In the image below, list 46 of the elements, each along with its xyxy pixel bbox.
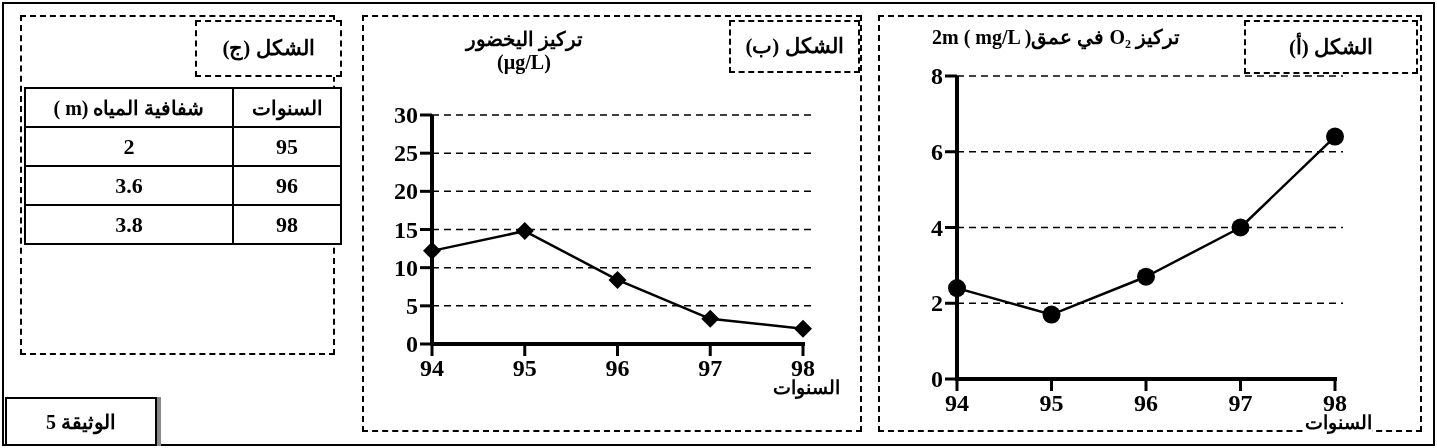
y-tick-label: 2 [931, 290, 943, 317]
point [423, 241, 441, 260]
data-label: 3.6 [25, 166, 233, 205]
point [794, 319, 812, 338]
x-tick-label: 94 [945, 390, 969, 416]
y-tick-label: 4 [931, 214, 943, 241]
y-tick-label: 0 [931, 366, 943, 392]
text: شفافية المياه (m ) [25, 88, 233, 127]
data-label: 3.8 [25, 205, 233, 244]
data-label: 2 [25, 127, 233, 166]
x-tick-label: 94 [420, 355, 444, 381]
point [515, 222, 534, 241]
point [1137, 267, 1155, 286]
category-label: 95 [233, 127, 341, 166]
point [1326, 127, 1344, 146]
point [1231, 218, 1250, 237]
y-tick-label: 0 [406, 331, 418, 357]
y-axis-title: تركيز اليخضور (µg/L) [463, 27, 584, 74]
y-tick-label: 5 [406, 292, 418, 319]
y-tick-label: 15 [394, 216, 418, 243]
category-label: 98 [233, 205, 341, 244]
y-tick-label: 10 [394, 254, 418, 281]
x-tick-label: 97 [698, 355, 723, 381]
x-tick-label: 97 [1228, 390, 1253, 416]
point [1042, 305, 1061, 324]
y-tick-label: 6 [931, 138, 943, 165]
point [608, 270, 627, 289]
y-tick-label: 30 [394, 102, 418, 128]
x-tick-label: 96 [605, 355, 630, 381]
y-tick-label: 25 [394, 140, 418, 167]
x-axis-title: السنوات [1305, 412, 1372, 434]
y-axis-title: تركيز O₂ في عمق2m ( mg/L ) [931, 25, 1181, 49]
point [701, 309, 720, 328]
category-label: 96 [233, 166, 341, 205]
x-tick-label: 96 [1134, 390, 1158, 416]
text: السنوات [233, 88, 341, 127]
y-tick-label: 8 [931, 63, 943, 89]
point [948, 279, 966, 298]
x-tick-label: 95 [1039, 390, 1064, 416]
text: الوثيقة 5 [5, 397, 157, 446]
x-axis-title: السنوات [773, 377, 840, 399]
chart-title: الشكل (أ) [1244, 20, 1418, 74]
chart-title: الشكل (ب) [729, 20, 860, 73]
text: الشكل (ج) [195, 20, 342, 77]
x-tick-label: 95 [512, 355, 537, 381]
y-tick-label: 20 [394, 178, 418, 205]
